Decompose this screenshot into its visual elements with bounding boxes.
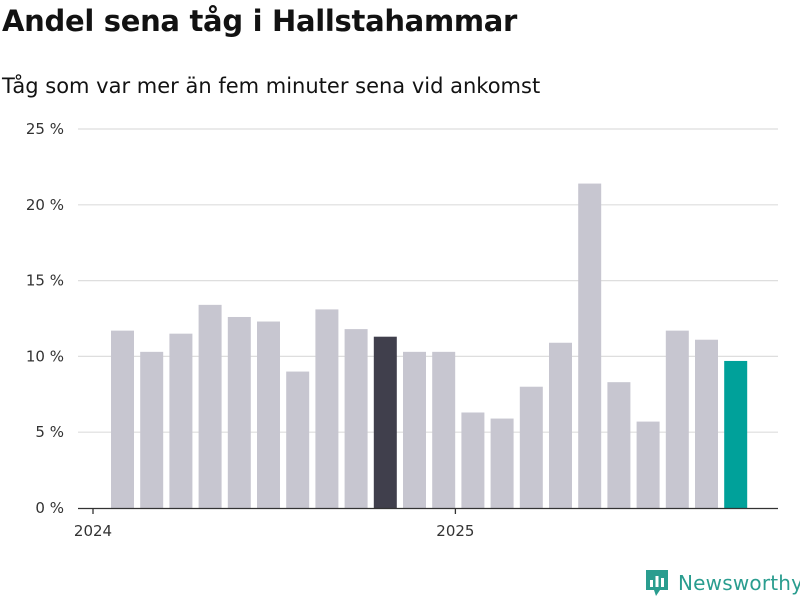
y-tick-label: 20 % (26, 196, 64, 214)
x-axis: 2024 2025 (74, 507, 778, 540)
bar (490, 418, 514, 508)
bar-series (111, 183, 748, 509)
bar (724, 360, 748, 508)
y-tick-label: 25 % (26, 120, 64, 138)
bar (695, 339, 718, 508)
bar (519, 386, 543, 508)
bar (461, 412, 485, 508)
bar (549, 342, 572, 508)
bar (227, 316, 251, 508)
chart-subtitle: Tåg som var mer än fem minuter sena vid … (2, 74, 541, 98)
bar (373, 336, 397, 508)
y-tick-label: 10 % (26, 347, 64, 365)
x-tick-label: 2024 (74, 522, 112, 540)
bar (578, 183, 602, 509)
y-tick-label: 5 % (35, 423, 64, 441)
bar (286, 371, 310, 508)
y-tick-label: 0 % (35, 499, 64, 517)
bar (111, 330, 134, 508)
bar (140, 351, 164, 508)
grid-lines (78, 128, 778, 433)
bar (432, 351, 456, 508)
bar (607, 382, 631, 508)
bar (315, 309, 339, 508)
bar (665, 330, 689, 508)
chart-title: Andel sena tåg i Hallstahammar (2, 4, 518, 38)
bar (403, 351, 426, 508)
newsworthy-logo: Newsworthy (644, 568, 800, 598)
logo-text: Newsworthy (678, 571, 800, 595)
y-tick-label: 15 % (26, 272, 64, 290)
bar (636, 421, 660, 508)
bar (344, 329, 368, 508)
bar (198, 304, 222, 508)
bar (257, 321, 280, 508)
bar (169, 333, 193, 508)
bar-chart-speech-icon (646, 570, 668, 596)
y-axis-tick-labels: 0 % 5 % 10 % 15 % 20 % 25 % (26, 120, 64, 517)
x-tick-label: 2025 (436, 522, 474, 540)
